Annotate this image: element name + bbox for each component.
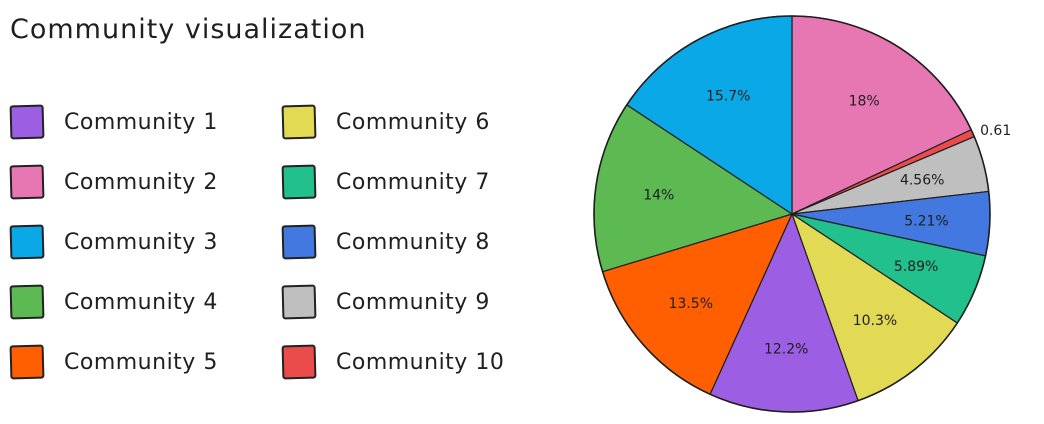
legend-item: Community 8 — [281, 224, 490, 260]
legend-item: Community 9 — [281, 284, 490, 320]
legend-label: Community 4 — [64, 289, 218, 315]
legend-swatch — [9, 344, 45, 380]
legend-swatch — [9, 284, 45, 320]
slice-value-label: 5.89% — [894, 259, 938, 275]
legend-swatch — [9, 224, 45, 260]
slice-value-label: 0.615% — [980, 123, 1010, 139]
legend-item: Community 4 — [9, 284, 218, 320]
legend-item: Community 1 — [9, 104, 218, 140]
legend-label: Community 2 — [64, 169, 218, 195]
legend-item: Community 6 — [281, 104, 490, 140]
legend-label: Community 7 — [336, 169, 490, 195]
slice-value-label: 10.3% — [853, 313, 897, 329]
legend-item: Community 5 — [9, 344, 218, 380]
slice-value-label: 5.21% — [904, 214, 948, 230]
legend-item: Community 2 — [9, 164, 218, 200]
slice-value-label: 14% — [643, 188, 674, 204]
legend-label: Community 6 — [336, 109, 490, 135]
slice-value-label: 12.2% — [764, 342, 808, 358]
legend-swatch — [9, 164, 45, 200]
legend: Community 1 Community 2 Community 3 Communi… — [9, 104, 550, 404]
legend-label: Community 10 — [336, 349, 505, 375]
slice-value-label: 15.7% — [706, 88, 750, 104]
legend-label: Community 3 — [64, 229, 218, 255]
legend-label: Community 1 — [64, 109, 218, 135]
legend-item: Community 7 — [281, 164, 490, 200]
slice-value-label: 18% — [849, 93, 880, 109]
pie-chart: 18% 0.615% 4.56% 5.21% 5.89% 10.3% 12.2% 13.5% 1… — [593, 15, 1010, 413]
legend-swatch — [281, 224, 317, 260]
legend-item: Community 10 — [281, 344, 505, 380]
legend-swatch — [281, 284, 317, 320]
legend-swatch — [9, 104, 45, 140]
legend-swatch — [281, 104, 317, 140]
legend-label: Community 5 — [64, 349, 218, 375]
legend-label: Community 9 — [336, 289, 490, 315]
chart-title: Community visualization — [10, 14, 367, 45]
legend-swatch — [281, 344, 317, 380]
pie-outline — [593, 15, 991, 413]
slice-value-label: 13.5% — [669, 296, 713, 312]
legend-label: Community 8 — [336, 229, 490, 255]
legend-item: Community 3 — [9, 224, 218, 260]
slice-value-label: 4.56% — [900, 173, 944, 189]
legend-swatch — [281, 164, 317, 200]
